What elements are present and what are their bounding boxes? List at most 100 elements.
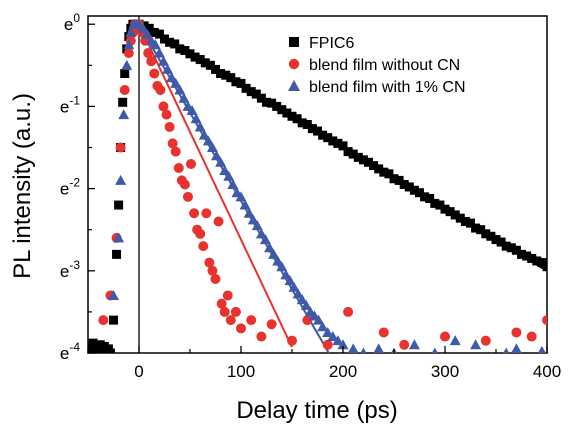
data-point-series-2 [243, 207, 255, 218]
data-point-series-1 [343, 306, 354, 317]
data-point-series-1 [225, 315, 236, 326]
y-tick-label: e-3 [60, 258, 80, 281]
data-point-series-0 [511, 245, 521, 255]
data-point-series-2 [170, 77, 182, 88]
data-markers [88, 18, 547, 353]
data-point-series-2 [276, 261, 288, 272]
x-tick-label: 100 [227, 362, 255, 381]
data-point-series-0 [522, 251, 532, 261]
data-point-series-0 [175, 44, 185, 54]
data-point-series-0 [491, 235, 501, 245]
data-point-series-0 [343, 147, 353, 157]
data-point-series-0 [399, 180, 409, 189]
data-point-series-0 [105, 348, 115, 353]
data-point-series-2 [215, 156, 227, 167]
data-point-series-0 [241, 83, 251, 93]
data-point-series-0 [460, 216, 470, 226]
data-point-series-2 [115, 174, 127, 185]
legend-label-fpic6: FPIC6 [309, 35, 354, 52]
data-point-series-0 [272, 101, 282, 111]
data-point-series-0 [246, 87, 256, 97]
data-point-series-2 [288, 281, 300, 292]
data-point-series-0 [211, 64, 220, 74]
data-point-series-0 [149, 27, 159, 37]
data-point-series-0 [287, 111, 297, 121]
data-point-series-2 [347, 343, 359, 353]
data-point-series-0 [216, 69, 226, 79]
data-point-series-1 [287, 335, 297, 346]
y-tick-label: e-2 [60, 176, 80, 199]
data-point-series-1 [378, 327, 389, 338]
data-point-series-0 [262, 97, 271, 107]
data-point-series-2 [449, 335, 461, 346]
data-point-series-0 [440, 204, 450, 214]
data-point-series-2 [292, 288, 304, 299]
legend-marker-with-cn [288, 80, 300, 91]
data-point-series-0 [120, 69, 130, 79]
data-point-series-0 [425, 193, 435, 203]
data-point-series-0 [501, 241, 511, 251]
x-axis-ticks: 0 100 200 300 400 [87, 346, 561, 381]
data-point-series-2 [511, 343, 522, 353]
data-point-series-1 [210, 274, 221, 285]
data-point-series-0 [114, 200, 124, 210]
data-point-series-0 [277, 105, 287, 115]
data-point-series-2 [118, 109, 130, 120]
data-point-series-0 [455, 213, 465, 223]
data-point-series-2 [239, 199, 251, 210]
y-tick-label: e0 [64, 11, 80, 34]
data-point-series-0 [369, 161, 379, 171]
data-point-series-1 [186, 158, 197, 169]
data-point-series-1 [302, 315, 313, 326]
data-point-series-2 [108, 289, 119, 300]
data-point-series-0 [313, 126, 322, 136]
data-point-series-0 [292, 114, 302, 124]
data-point-series-0 [267, 98, 277, 108]
data-point-series-0 [109, 315, 118, 325]
data-point-series-0 [236, 78, 246, 88]
data-point-series-1 [322, 339, 333, 350]
data-point-series-2 [157, 55, 169, 66]
data-point-series-0 [221, 70, 231, 80]
data-point-series-0 [200, 58, 210, 68]
data-point-series-2 [194, 121, 206, 132]
data-point-series-2 [317, 321, 329, 332]
data-point-series-1 [164, 121, 175, 132]
data-point-series-2 [211, 150, 223, 161]
data-point-series-1 [167, 138, 178, 149]
data-point-series-2 [268, 248, 280, 259]
data-point-series-1 [189, 208, 200, 219]
data-point-series-0 [496, 237, 506, 247]
data-point-series-1 [179, 179, 190, 190]
data-point-series-1 [173, 163, 184, 174]
data-point-series-0 [404, 182, 414, 192]
data-point-series-1 [511, 327, 522, 338]
data-point-series-2 [141, 28, 153, 39]
data-point-series-0 [190, 52, 200, 62]
data-point-series-0 [415, 188, 424, 198]
data-point-series-0 [231, 77, 241, 87]
data-point-series-2 [227, 179, 239, 189]
data-point-series-2 [219, 165, 231, 176]
data-point-series-0 [297, 118, 307, 128]
data-point-series-0 [353, 152, 363, 162]
data-point-series-2 [313, 314, 325, 325]
data-point-series-0 [302, 119, 312, 129]
y-tick-label: e-4 [60, 340, 80, 363]
legend-label-with-cn: blend film with 1% CN [309, 79, 466, 96]
data-point-series-1 [198, 241, 209, 252]
data-point-series-0 [435, 200, 445, 210]
data-point-series-0 [389, 174, 399, 184]
data-point-series-2 [198, 129, 210, 140]
data-point-series-2 [235, 191, 247, 202]
data-point-series-2 [272, 255, 284, 266]
data-point-series-1 [115, 142, 126, 153]
data-point-series-1 [246, 315, 257, 326]
data-point-series-0 [527, 253, 537, 263]
data-point-series-1 [143, 47, 154, 58]
data-point-series-1 [155, 84, 166, 95]
data-point-series-0 [486, 231, 496, 241]
data-point-series-2 [255, 228, 267, 239]
data-point-series-2 [121, 59, 133, 70]
